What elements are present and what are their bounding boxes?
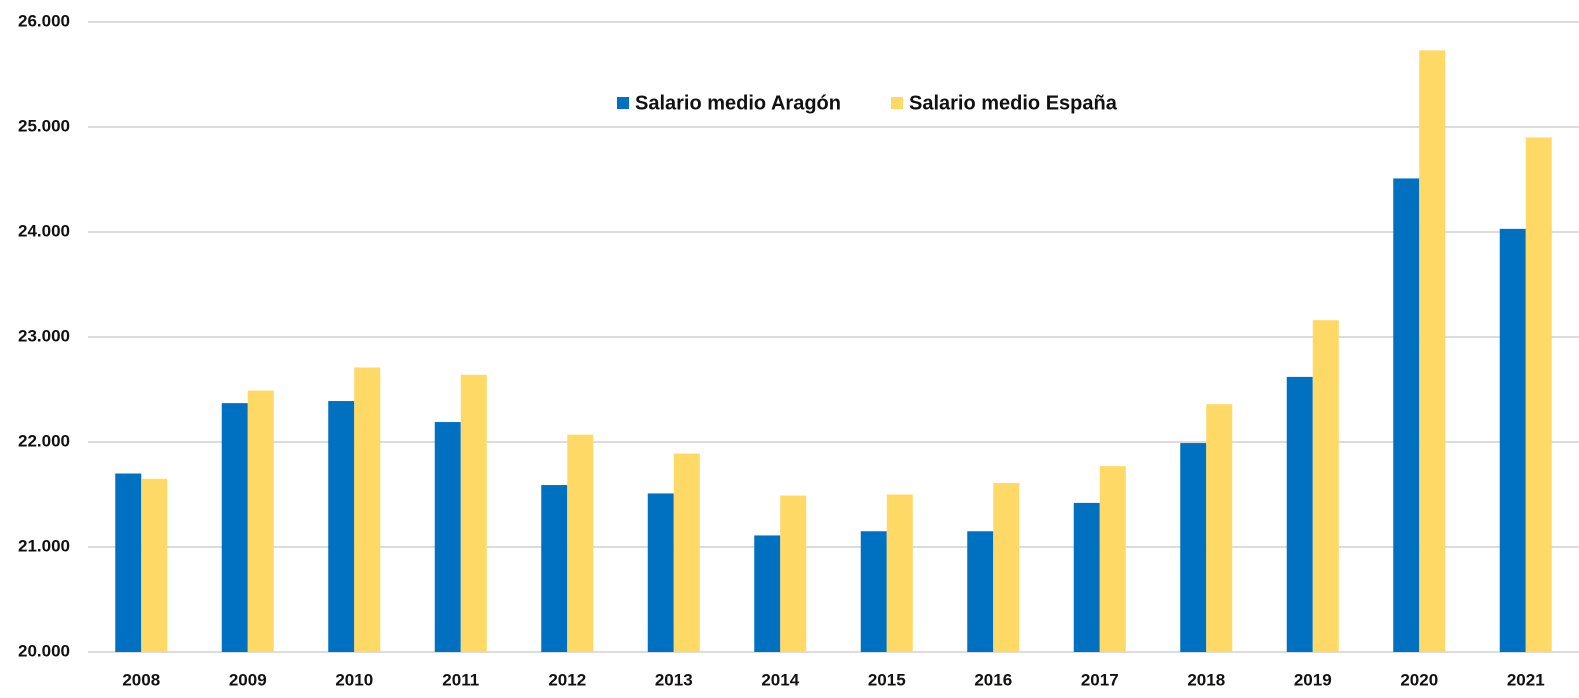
bar — [967, 531, 994, 652]
legend-swatch — [891, 97, 903, 109]
bar — [328, 401, 355, 652]
bar — [754, 535, 781, 652]
x-tick-label: 2020 — [1400, 670, 1438, 689]
bar — [1419, 50, 1446, 653]
bar — [993, 482, 1020, 652]
x-tick-label: 2011 — [442, 670, 479, 689]
bar — [1499, 228, 1526, 652]
bar — [647, 493, 674, 652]
y-tick-label: 25.000 — [18, 116, 70, 135]
y-tick-label: 20.000 — [18, 641, 70, 660]
bar — [541, 485, 568, 652]
x-tick-label: 2008 — [122, 670, 160, 689]
bar — [1073, 502, 1100, 652]
bar — [860, 531, 887, 652]
x-tick-label: 2010 — [335, 670, 373, 689]
bar — [1206, 404, 1233, 652]
legend-label: Salario medio España — [909, 92, 1118, 114]
x-tick-label: 2009 — [229, 670, 267, 689]
y-tick-label: 23.000 — [18, 326, 70, 345]
bar — [1180, 443, 1207, 652]
x-tick-label: 2019 — [1294, 670, 1332, 689]
bar — [434, 422, 461, 652]
x-tick-label: 2021 — [1507, 670, 1545, 689]
x-tick-label: 2013 — [655, 670, 693, 689]
x-tick-label: 2018 — [1187, 670, 1225, 689]
bar — [886, 494, 913, 652]
bar — [354, 367, 381, 652]
bar — [141, 478, 168, 652]
y-tick-label: 24.000 — [18, 221, 70, 240]
bar — [221, 403, 248, 652]
bar — [460, 374, 487, 652]
bar — [1312, 320, 1339, 652]
bar — [1099, 466, 1126, 652]
legend-label: Salario medio Aragón — [635, 92, 841, 114]
bar — [1525, 137, 1552, 652]
x-tick-label: 2014 — [761, 670, 799, 689]
bar — [247, 390, 274, 652]
bar — [673, 453, 700, 652]
bar — [1286, 376, 1313, 652]
x-tick-label: 2012 — [548, 670, 586, 689]
y-tick-label: 21.000 — [18, 536, 70, 555]
x-tick-label: 2016 — [974, 670, 1012, 689]
x-tick-label: 2015 — [868, 670, 906, 689]
y-tick-label: 26.000 — [18, 11, 70, 30]
legend-swatch — [617, 97, 629, 109]
bar — [567, 434, 594, 652]
bar — [780, 495, 807, 652]
bar — [1393, 178, 1420, 652]
x-tick-label: 2017 — [1081, 670, 1119, 689]
bar — [115, 473, 142, 652]
y-tick-label: 22.000 — [18, 431, 70, 450]
